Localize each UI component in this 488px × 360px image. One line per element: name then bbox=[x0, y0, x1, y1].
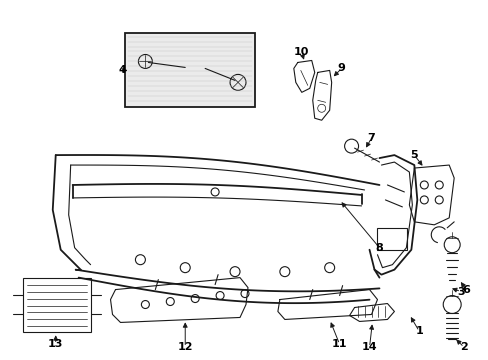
Text: 7: 7 bbox=[367, 133, 375, 143]
Text: 1: 1 bbox=[415, 327, 422, 336]
Text: 9: 9 bbox=[337, 63, 345, 73]
Text: 3: 3 bbox=[456, 287, 464, 297]
Text: 2: 2 bbox=[459, 342, 467, 352]
Text: 12: 12 bbox=[177, 342, 193, 352]
Text: 10: 10 bbox=[293, 48, 309, 58]
Text: 4: 4 bbox=[118, 66, 126, 76]
Text: 13: 13 bbox=[48, 339, 63, 349]
Text: 6: 6 bbox=[461, 284, 469, 294]
Text: 8: 8 bbox=[375, 243, 383, 253]
Bar bbox=[125, 32, 254, 107]
Text: 5: 5 bbox=[410, 150, 417, 160]
Bar bbox=[23, 278, 90, 332]
Text: 11: 11 bbox=[331, 339, 346, 349]
Text: 14: 14 bbox=[361, 342, 377, 352]
Bar bbox=[377, 228, 407, 250]
